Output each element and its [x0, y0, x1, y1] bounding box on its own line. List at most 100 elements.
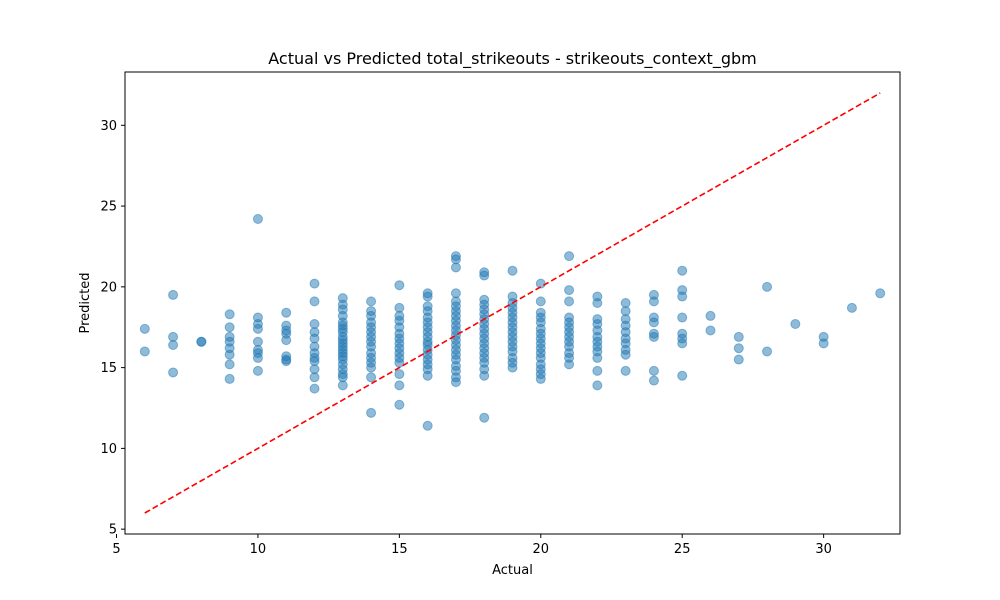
data-point — [252, 352, 263, 363]
data-point — [252, 365, 263, 376]
reference-line-layer — [144, 92, 881, 514]
data-point — [139, 323, 150, 334]
data-point — [394, 357, 405, 368]
y-tick-label: 10 — [100, 442, 117, 457]
data-point — [648, 296, 659, 307]
data-point — [677, 265, 688, 276]
x-tick-label: 15 — [391, 542, 408, 557]
data-point — [281, 307, 292, 318]
data-point — [620, 349, 631, 360]
data-point — [196, 336, 207, 347]
data-point — [733, 331, 744, 342]
y-tick-label: 20 — [100, 280, 117, 295]
data-point — [394, 280, 405, 291]
data-point — [677, 370, 688, 381]
data-point — [224, 373, 235, 384]
data-point — [281, 356, 292, 367]
data-point — [620, 365, 631, 376]
data-point — [648, 365, 659, 376]
y-axis-label: Predicted — [78, 272, 93, 333]
data-point — [592, 380, 603, 391]
data-point — [564, 251, 575, 262]
data-point — [450, 377, 461, 388]
data-point — [677, 291, 688, 302]
data-point — [677, 312, 688, 323]
data-point — [224, 349, 235, 360]
data-point — [224, 359, 235, 370]
data-point — [422, 370, 433, 381]
data-point — [366, 296, 377, 307]
y-tick-label: 30 — [100, 119, 117, 134]
data-point — [507, 265, 518, 276]
data-point — [677, 338, 688, 349]
data-point — [366, 362, 377, 373]
data-point — [224, 309, 235, 320]
data-point — [535, 278, 546, 289]
data-point — [252, 214, 263, 224]
y-tick-label: 5 — [109, 523, 117, 538]
data-point — [479, 412, 490, 423]
x-tick-label: 25 — [674, 542, 691, 557]
x-axis-label: Actual — [492, 563, 533, 578]
reference-line — [144, 92, 881, 514]
data-point — [762, 346, 773, 357]
data-point — [564, 359, 575, 370]
data-point — [564, 296, 575, 307]
data-point — [309, 278, 320, 289]
data-point — [309, 372, 320, 383]
data-point — [394, 380, 405, 391]
data-point — [564, 285, 575, 296]
data-point — [648, 375, 659, 386]
data-point — [592, 365, 603, 376]
data-point — [168, 340, 179, 350]
chart-title: Actual vs Predicted total_strikeouts - s… — [268, 49, 756, 69]
data-point — [309, 383, 320, 394]
data-point — [366, 407, 377, 418]
data-point — [648, 317, 659, 328]
data-point — [422, 420, 433, 431]
y-axis: 5 10 15 20 25 30 — [100, 119, 125, 538]
y-tick-label: 25 — [100, 200, 117, 215]
data-point — [479, 370, 490, 381]
data-point — [168, 289, 179, 300]
data-point — [281, 335, 292, 346]
data-point — [535, 296, 546, 307]
data-point — [224, 322, 235, 333]
plot-frame — [124, 71, 901, 535]
data-point — [648, 331, 659, 342]
data-point — [139, 346, 150, 357]
data-point — [337, 380, 348, 391]
data-point — [507, 362, 518, 373]
data-point — [168, 367, 179, 378]
x-tick-label: 5 — [112, 542, 120, 557]
y-tick-label: 15 — [100, 361, 117, 376]
data-point — [790, 319, 801, 329]
points-layer — [139, 214, 886, 431]
data-point — [705, 325, 716, 336]
data-point — [394, 369, 405, 380]
data-point — [450, 262, 461, 273]
data-point — [733, 343, 744, 354]
data-point — [309, 296, 320, 307]
data-point — [394, 399, 405, 410]
data-point — [535, 373, 546, 384]
data-point — [818, 338, 829, 349]
data-point — [705, 310, 716, 321]
x-axis: 5 10 15 20 25 30 — [112, 534, 832, 557]
x-tick-label: 30 — [815, 542, 832, 557]
data-point — [422, 291, 433, 302]
data-point — [762, 281, 773, 292]
data-point — [846, 302, 857, 313]
data-point — [592, 352, 603, 363]
data-point — [592, 298, 603, 308]
x-tick-label: 20 — [533, 542, 550, 557]
data-point — [366, 372, 377, 383]
data-point — [479, 270, 490, 281]
data-point — [733, 354, 744, 365]
x-tick-label: 10 — [250, 542, 267, 557]
data-point — [252, 323, 263, 334]
data-point — [875, 288, 886, 299]
